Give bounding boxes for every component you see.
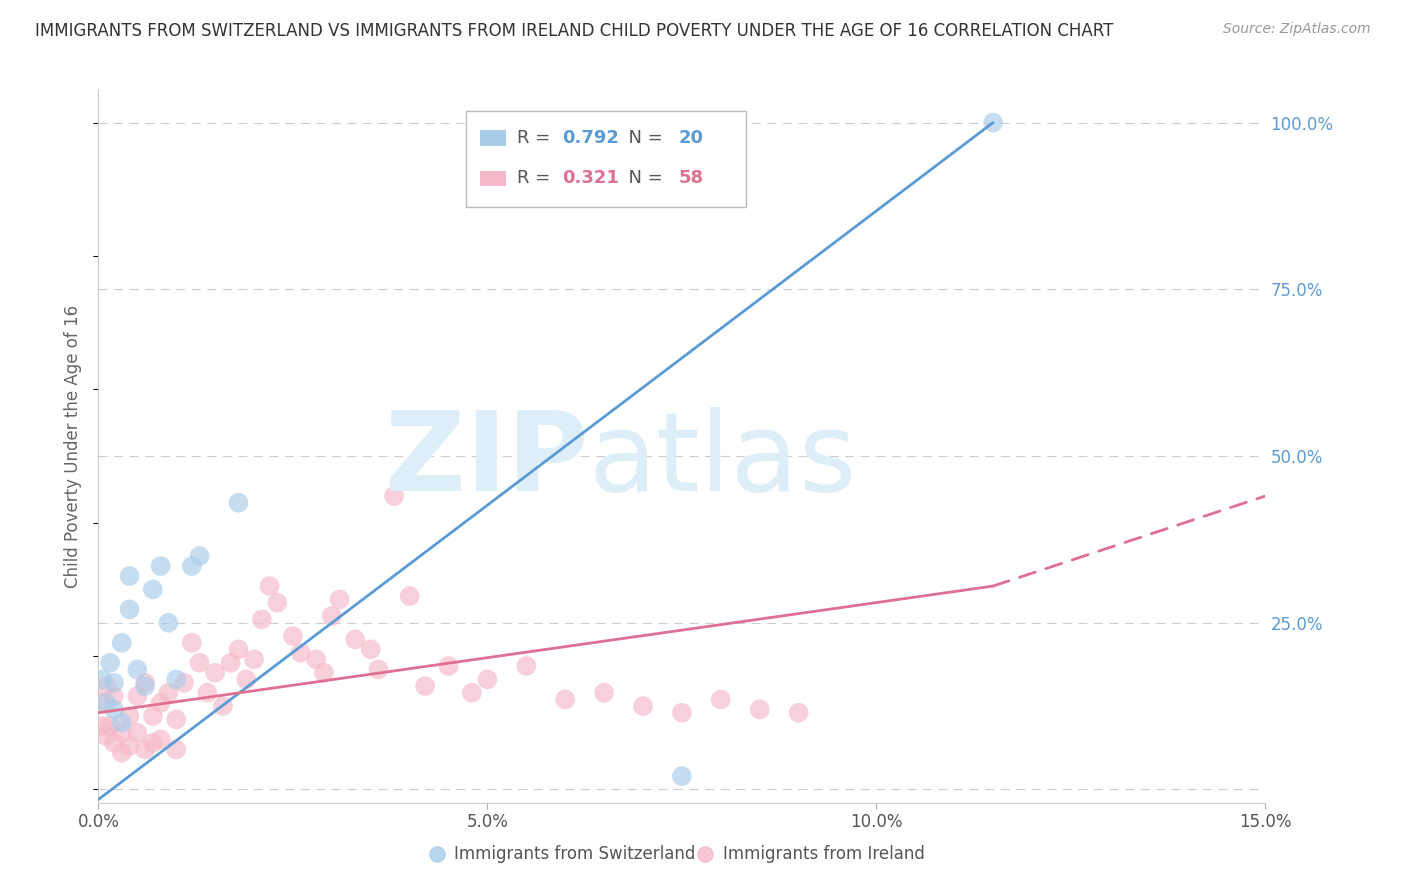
Point <box>413 679 436 693</box>
Point <box>461 686 484 700</box>
Text: Source: ZipAtlas.com: Source: ZipAtlas.com <box>1223 22 1371 37</box>
Point <box>281 629 304 643</box>
Point <box>118 739 141 753</box>
Point <box>103 689 125 703</box>
Text: N =: N = <box>617 169 668 187</box>
Point <box>329 592 352 607</box>
Point <box>103 675 125 690</box>
Point <box>127 662 149 676</box>
Text: 58: 58 <box>679 169 703 187</box>
Text: 0.792: 0.792 <box>562 128 619 146</box>
Point <box>165 713 187 727</box>
Point <box>142 709 165 723</box>
Point <box>96 696 118 710</box>
Text: IMMIGRANTS FROM SWITZERLAND VS IMMIGRANTS FROM IRELAND CHILD POVERTY UNDER THE A: IMMIGRANTS FROM SWITZERLAND VS IMMIGRANT… <box>35 22 1114 40</box>
Point <box>981 115 1004 129</box>
Text: Immigrants from Switzerland: Immigrants from Switzerland <box>454 846 696 863</box>
Point <box>149 559 172 574</box>
Point <box>111 715 134 730</box>
Point <box>235 673 257 687</box>
Point <box>219 656 242 670</box>
Point <box>593 686 616 700</box>
Text: 0.321: 0.321 <box>562 169 619 187</box>
Point <box>118 709 141 723</box>
Text: R =: R = <box>517 128 557 146</box>
Point <box>98 656 121 670</box>
Point <box>477 673 499 687</box>
Point <box>367 662 389 676</box>
Point <box>111 636 134 650</box>
Point <box>157 686 180 700</box>
Point <box>134 675 156 690</box>
Point <box>188 656 211 670</box>
Point <box>360 642 382 657</box>
Point <box>90 696 112 710</box>
Text: R =: R = <box>517 169 557 187</box>
Point <box>157 615 180 630</box>
Point <box>111 746 134 760</box>
Point <box>127 725 149 739</box>
Point <box>228 496 250 510</box>
FancyBboxPatch shape <box>479 130 506 145</box>
Point <box>134 679 156 693</box>
Point <box>515 659 537 673</box>
Point <box>173 675 195 690</box>
Point <box>127 689 149 703</box>
Point <box>344 632 367 647</box>
Point <box>710 692 733 706</box>
Point <box>103 702 125 716</box>
Point <box>96 729 118 743</box>
Point <box>180 636 202 650</box>
Point <box>398 589 420 603</box>
Point <box>243 652 266 666</box>
FancyBboxPatch shape <box>479 170 506 186</box>
Point <box>180 559 202 574</box>
Text: Immigrants from Ireland: Immigrants from Ireland <box>723 846 925 863</box>
Point <box>250 612 273 626</box>
Point <box>134 742 156 756</box>
Point <box>195 686 218 700</box>
Point <box>96 679 118 693</box>
Point <box>165 742 187 756</box>
Point <box>98 719 121 733</box>
Point <box>212 699 235 714</box>
Point <box>290 646 312 660</box>
Point <box>748 702 770 716</box>
Point <box>631 699 654 714</box>
Point <box>165 673 187 687</box>
Point <box>149 696 172 710</box>
Y-axis label: Child Poverty Under the Age of 16: Child Poverty Under the Age of 16 <box>65 304 83 588</box>
Point <box>142 736 165 750</box>
Point <box>118 602 141 616</box>
Point <box>554 692 576 706</box>
Point <box>188 549 211 563</box>
Point <box>321 609 343 624</box>
Point <box>259 579 281 593</box>
Point <box>103 736 125 750</box>
Point <box>382 489 405 503</box>
Point <box>149 732 172 747</box>
Point <box>142 582 165 597</box>
FancyBboxPatch shape <box>465 111 747 207</box>
Point <box>312 665 335 680</box>
Point <box>305 652 328 666</box>
Point <box>266 596 288 610</box>
Point <box>787 706 810 720</box>
Point <box>91 673 114 687</box>
Text: N =: N = <box>617 128 668 146</box>
Text: ZIP: ZIP <box>385 407 589 514</box>
Point <box>228 642 250 657</box>
Point <box>671 769 693 783</box>
Point <box>204 665 226 680</box>
Point <box>111 725 134 739</box>
Point <box>91 719 114 733</box>
Point <box>118 569 141 583</box>
Text: atlas: atlas <box>589 407 858 514</box>
Point <box>671 706 693 720</box>
Point <box>437 659 460 673</box>
Text: 20: 20 <box>679 128 703 146</box>
